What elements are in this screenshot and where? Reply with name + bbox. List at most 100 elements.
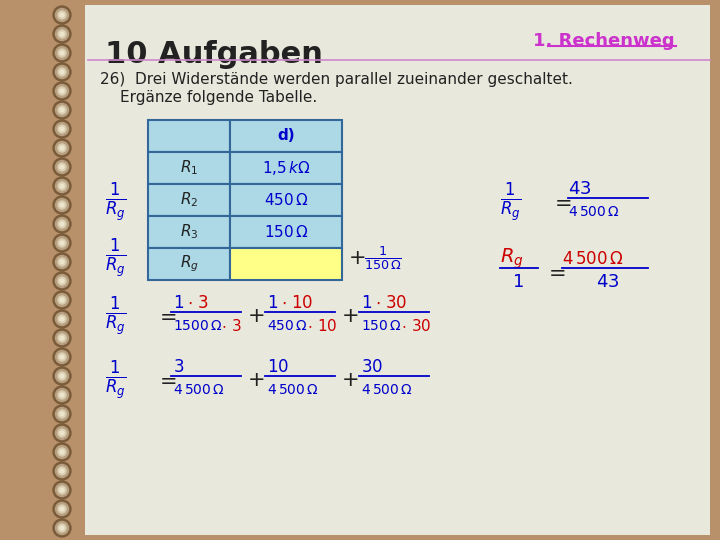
- Text: $30$: $30$: [361, 358, 383, 376]
- Text: $\frac{1}{R_3}$: $\frac{1}{R_3}$: [285, 182, 306, 222]
- Text: $\frac{1}{R_g}$: $\frac{1}{R_g}$: [105, 180, 126, 224]
- Circle shape: [60, 412, 64, 416]
- Text: $10$: $10$: [291, 294, 313, 312]
- Text: $10$: $10$: [317, 318, 338, 334]
- Circle shape: [55, 464, 68, 477]
- Circle shape: [55, 255, 68, 268]
- Circle shape: [53, 25, 71, 43]
- Bar: [230, 120, 342, 152]
- Circle shape: [58, 144, 66, 152]
- Circle shape: [58, 49, 66, 57]
- Circle shape: [55, 104, 68, 117]
- Circle shape: [55, 199, 68, 212]
- Circle shape: [58, 505, 66, 513]
- Text: $450\,\Omega$: $450\,\Omega$: [267, 319, 308, 333]
- Circle shape: [55, 350, 68, 363]
- Text: $\frac{1}{R_2}$: $\frac{1}{R_2}$: [229, 182, 251, 222]
- Text: $=$: $=$: [544, 262, 565, 282]
- Circle shape: [60, 526, 64, 530]
- Text: $4\,500\,\Omega$: $4\,500\,\Omega$: [568, 205, 620, 219]
- Text: $+$: $+$: [247, 306, 264, 326]
- Circle shape: [55, 483, 68, 496]
- Text: $=$: $=$: [155, 306, 176, 326]
- Circle shape: [55, 84, 68, 98]
- Text: $1500\,\Omega$: $1500\,\Omega$: [173, 319, 222, 333]
- Circle shape: [55, 294, 68, 307]
- Circle shape: [58, 220, 66, 228]
- Circle shape: [60, 355, 64, 359]
- Circle shape: [53, 405, 71, 423]
- Circle shape: [53, 139, 71, 157]
- Circle shape: [55, 274, 68, 287]
- Circle shape: [58, 68, 66, 76]
- Text: $+$: $+$: [348, 248, 365, 268]
- Circle shape: [55, 28, 68, 40]
- Text: $+$: $+$: [269, 192, 287, 212]
- Text: $+$: $+$: [247, 370, 264, 390]
- Circle shape: [58, 315, 66, 323]
- Circle shape: [53, 500, 71, 518]
- Text: $1$: $1$: [173, 294, 184, 312]
- Text: 26)  Drei Widerstände werden parallel zueinander geschaltet.: 26) Drei Widerstände werden parallel zue…: [100, 72, 573, 87]
- Text: $\frac{1}{R_g}$: $\frac{1}{R_g}$: [500, 180, 521, 224]
- Circle shape: [60, 222, 64, 226]
- Bar: [148, 248, 230, 280]
- Circle shape: [53, 63, 71, 81]
- Circle shape: [55, 332, 68, 345]
- Circle shape: [53, 272, 71, 290]
- Circle shape: [55, 160, 68, 173]
- Text: $4\,500\,\Omega$: $4\,500\,\Omega$: [361, 383, 413, 397]
- Text: $30$: $30$: [385, 294, 407, 312]
- Text: Ergänze folgende Tabelle.: Ergänze folgende Tabelle.: [120, 90, 318, 105]
- Circle shape: [58, 372, 66, 380]
- Circle shape: [60, 184, 64, 188]
- Text: $\frac{1}{150\,\Omega}$: $\frac{1}{150\,\Omega}$: [364, 244, 402, 272]
- Circle shape: [60, 507, 64, 511]
- Circle shape: [53, 82, 71, 100]
- Circle shape: [60, 70, 64, 74]
- Text: $\cdot$: $\cdot$: [221, 319, 226, 334]
- Text: 1. Rechenweg: 1. Rechenweg: [534, 32, 675, 50]
- Text: $\cdot$: $\cdot$: [281, 294, 287, 312]
- Circle shape: [53, 196, 71, 214]
- Circle shape: [58, 125, 66, 133]
- Circle shape: [53, 215, 71, 233]
- Circle shape: [58, 11, 66, 19]
- Text: $\cdot$: $\cdot$: [187, 294, 192, 312]
- Text: $450\,\Omega$: $450\,\Omega$: [264, 192, 308, 208]
- Circle shape: [53, 120, 71, 138]
- Text: $\cdot$: $\cdot$: [375, 294, 380, 312]
- Circle shape: [55, 65, 68, 78]
- Text: d): d): [277, 129, 294, 144]
- Circle shape: [60, 469, 64, 473]
- Text: $10$: $10$: [267, 358, 289, 376]
- Circle shape: [53, 443, 71, 461]
- Circle shape: [53, 481, 71, 499]
- Text: $R_1$: $R_1$: [180, 159, 198, 177]
- Circle shape: [53, 348, 71, 366]
- Circle shape: [58, 182, 66, 190]
- Text: $150\,\Omega$: $150\,\Omega$: [361, 319, 402, 333]
- Text: $1{,}5\,k\Omega$: $1{,}5\,k\Omega$: [261, 159, 310, 177]
- Text: $30$: $30$: [411, 318, 431, 334]
- Circle shape: [60, 32, 64, 36]
- Text: $43$: $43$: [568, 180, 591, 198]
- Circle shape: [60, 279, 64, 283]
- Circle shape: [60, 393, 64, 397]
- Circle shape: [58, 258, 66, 266]
- Circle shape: [60, 165, 64, 169]
- Circle shape: [55, 522, 68, 535]
- Circle shape: [53, 6, 71, 24]
- Circle shape: [58, 296, 66, 304]
- Text: 10 Aufgaben: 10 Aufgaben: [105, 40, 323, 69]
- Circle shape: [58, 429, 66, 437]
- Circle shape: [60, 51, 64, 55]
- Circle shape: [55, 369, 68, 382]
- Circle shape: [60, 298, 64, 302]
- Circle shape: [55, 46, 68, 59]
- Circle shape: [53, 234, 71, 252]
- Circle shape: [55, 446, 68, 458]
- Text: $+$: $+$: [341, 306, 359, 326]
- Circle shape: [53, 329, 71, 347]
- Text: $4\,500\,\Omega$: $4\,500\,\Omega$: [562, 250, 624, 268]
